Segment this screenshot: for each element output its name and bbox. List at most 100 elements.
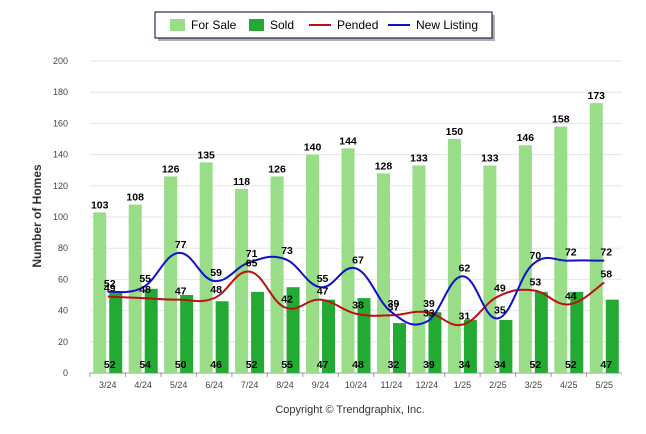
label-for-sale: 128 <box>375 160 393 172</box>
lines <box>107 251 605 327</box>
label-new-listing: 59 <box>210 267 222 279</box>
label-new-listing: 35 <box>494 304 506 316</box>
label-pended: 42 <box>281 293 293 305</box>
label-new-listing: 52 <box>104 278 116 290</box>
label-pended: 58 <box>600 269 612 281</box>
y-tick-label: 160 <box>53 118 68 128</box>
bar-sold <box>180 295 194 373</box>
label-pended: 38 <box>352 300 364 312</box>
x-tick-label: 3/25 <box>525 380 543 390</box>
x-tick-label: 6/24 <box>205 380 223 390</box>
label-sold: 52 <box>246 359 258 371</box>
label-new-listing: 55 <box>317 273 329 285</box>
bar-sold <box>357 298 371 373</box>
bar-sold <box>428 312 442 373</box>
label-pended: 48 <box>139 284 151 296</box>
label-new-listing: 77 <box>175 239 187 251</box>
bar-sold <box>605 299 619 373</box>
y-tick-label: 40 <box>58 306 68 316</box>
x-tick-label: 2/25 <box>489 380 507 390</box>
bar-for-sale <box>93 212 107 373</box>
label-new-listing: 71 <box>246 248 258 260</box>
label-new-listing: 55 <box>139 273 151 285</box>
legend-swatch-for-sale <box>170 19 185 31</box>
label-sold: 52 <box>529 359 541 371</box>
line-pended <box>107 270 605 327</box>
label-pended: 31 <box>459 311 471 323</box>
x-tick-label: 1/25 <box>454 380 472 390</box>
label-for-sale: 150 <box>446 126 464 138</box>
label-pended: 49 <box>494 283 506 295</box>
y-tick-label: 120 <box>53 181 68 191</box>
label-for-sale: 103 <box>91 199 109 211</box>
x-tick-label: 8/24 <box>276 380 294 390</box>
label-sold: 34 <box>494 359 506 371</box>
label-for-sale: 173 <box>588 90 606 102</box>
x-tick-label: 11/24 <box>381 380 403 390</box>
grid <box>90 60 622 374</box>
label-for-sale: 144 <box>339 135 357 147</box>
line-new-listing <box>107 251 605 326</box>
label-sold: 52 <box>565 359 577 371</box>
bar-for-sale <box>376 173 390 373</box>
bar-sold <box>463 319 477 373</box>
label-new-listing: 39 <box>388 298 400 310</box>
label-pended: 37 <box>388 301 400 313</box>
bar-for-sale <box>412 165 426 373</box>
x-tick-label: 3/24 <box>99 380 117 390</box>
bar-sold <box>392 323 406 373</box>
y-axis-title: Number of Homes <box>30 164 44 268</box>
bar-for-sale <box>554 126 568 374</box>
label-pended: 39 <box>423 298 435 310</box>
label-sold: 55 <box>281 359 293 371</box>
bar-sold <box>534 291 548 373</box>
bar-for-sale <box>128 204 142 373</box>
label-sold: 32 <box>388 359 400 371</box>
copyright-text: Copyright © Trendgraphix, Inc. <box>275 404 424 416</box>
y-tick-label: 180 <box>53 87 68 97</box>
label-for-sale: 133 <box>410 153 428 165</box>
label-for-sale: 133 <box>481 153 499 165</box>
legend: For Sale Sold Pended New Listing <box>154 11 495 41</box>
label-new-listing: 72 <box>565 247 577 259</box>
label-new-listing: 72 <box>600 247 612 259</box>
y-tick-label: 200 <box>53 56 68 66</box>
label-new-listing: 67 <box>352 254 364 266</box>
label-sold: 46 <box>210 359 222 371</box>
label-pended: 48 <box>210 284 222 296</box>
label-for-sale: 126 <box>162 163 180 175</box>
legend-label-sold: Sold <box>270 18 294 32</box>
label-sold: 54 <box>139 359 151 371</box>
label-sold: 47 <box>317 359 329 371</box>
label-sold: 34 <box>459 359 471 371</box>
x-tick-label: 5/25 <box>596 380 614 390</box>
y-tick-label: 80 <box>58 243 68 253</box>
x-tick-label: 4/25 <box>560 380 578 390</box>
label-pended: 47 <box>317 286 329 298</box>
bar-sold <box>322 299 336 373</box>
label-for-sale: 135 <box>197 149 215 161</box>
bar-for-sale <box>306 154 320 373</box>
label-for-sale: 146 <box>517 132 535 144</box>
legend-label-pended: Pended <box>337 18 378 32</box>
x-tick-label: 12/24 <box>416 380 439 390</box>
bars <box>93 103 619 374</box>
x-tick-label: 7/24 <box>241 380 259 390</box>
legend-label-for-sale: For Sale <box>191 18 237 32</box>
label-pended: 49 <box>104 283 116 295</box>
data-labels: 103 52 108 54 126 50 135 46 118 52 126 55 140 47 144 48… <box>91 90 612 371</box>
y-axis: 0 20 40 60 80 100 120 140 160 180 200 <box>53 56 68 378</box>
bar-for-sale <box>270 176 284 373</box>
label-sold: 48 <box>352 359 364 371</box>
y-tick-label: 60 <box>58 274 68 284</box>
x-tick-label: 4/24 <box>134 380 152 390</box>
bar-for-sale <box>483 165 497 373</box>
bar-sold <box>109 291 123 373</box>
legend-label-new-listing: New Listing <box>416 18 478 32</box>
bar-sold <box>499 319 513 373</box>
bar-sold <box>570 291 584 373</box>
bar-for-sale <box>199 162 213 373</box>
label-for-sale: 140 <box>304 142 322 154</box>
label-for-sale: 126 <box>268 163 286 175</box>
